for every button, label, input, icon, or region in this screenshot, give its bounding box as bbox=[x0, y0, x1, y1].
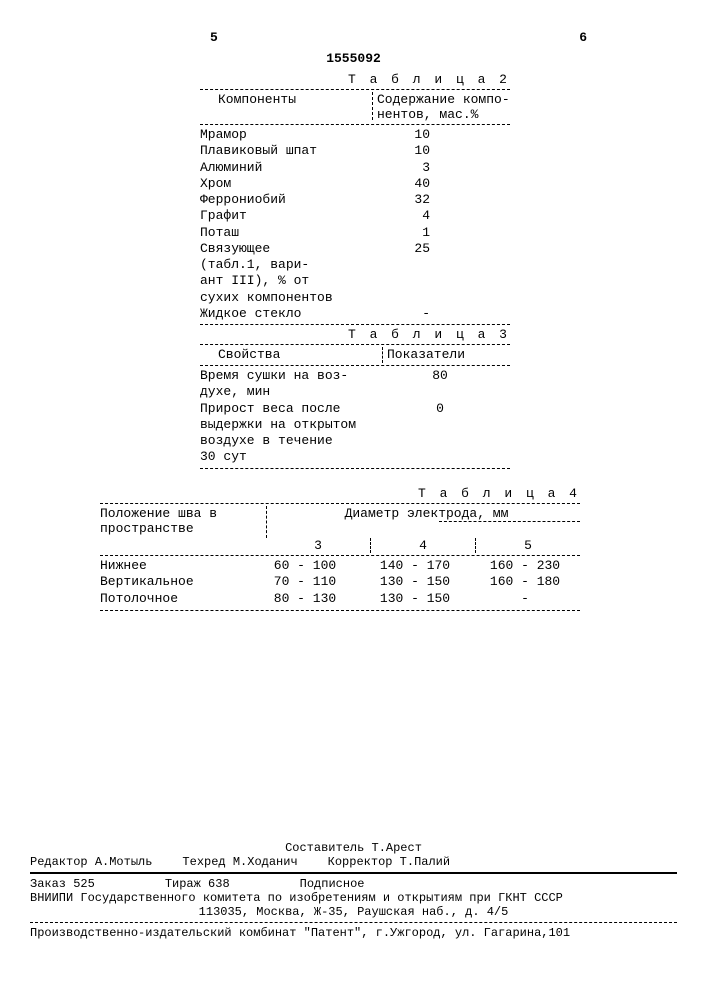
property-name: Прирост веса после выдержки на открытом … bbox=[200, 401, 410, 466]
corrector-name: Т.Палий bbox=[400, 855, 450, 869]
tirage-label: Тираж bbox=[165, 877, 201, 891]
document-number: 1555092 bbox=[60, 51, 647, 66]
table-row: Время сушки на воз- духе, мин80 bbox=[200, 368, 510, 401]
table-row: Мрамор10 bbox=[200, 127, 510, 143]
component-name: Поташ bbox=[200, 225, 380, 241]
table-4: Т а б л и ц а 4 Положение шва в простран… bbox=[100, 486, 580, 612]
component-name: Хром bbox=[200, 176, 380, 192]
component-name: Алюминий bbox=[200, 160, 380, 176]
property-value: 0 bbox=[410, 401, 470, 466]
page-number-right: 6 bbox=[579, 30, 587, 45]
component-value: 25 bbox=[380, 241, 430, 306]
component-name: Графит bbox=[200, 208, 380, 224]
position-name: Потолочное bbox=[100, 591, 250, 608]
component-value: 32 bbox=[380, 192, 430, 208]
table-4-title: Т а б л и ц а 4 bbox=[100, 486, 580, 501]
table-row: Алюминий3 bbox=[200, 160, 510, 176]
table-3-header-col2: Показатели bbox=[387, 347, 465, 363]
compiler-name: Т.Арест bbox=[372, 841, 422, 855]
component-value: 10 bbox=[380, 143, 430, 159]
table-row: Прирост веса после выдержки на открытом … bbox=[200, 401, 510, 466]
component-name: Мрамор bbox=[200, 127, 380, 143]
table-4-subhead: 4 bbox=[370, 538, 475, 553]
table-row: Жидкое стекло- bbox=[200, 306, 510, 322]
table-2-title: Т а б л и ц а 2 bbox=[200, 72, 510, 87]
table-row: Нижнее60 - 100140 - 170160 - 230 bbox=[100, 558, 580, 575]
table-row: Феррониобий32 bbox=[200, 192, 510, 208]
diameter-value: 160 - 230 bbox=[470, 558, 580, 575]
org-line-1: ВНИИПИ Государственного комитета по изоб… bbox=[30, 891, 677, 905]
diameter-value: 70 - 110 bbox=[250, 574, 360, 591]
diameter-value: 80 - 130 bbox=[250, 591, 360, 608]
editor-label: Редактор bbox=[30, 855, 88, 869]
compiler-label: Составитель bbox=[285, 841, 364, 855]
property-name: Время сушки на воз- духе, мин bbox=[200, 368, 410, 401]
tirage-number: 638 bbox=[208, 877, 230, 891]
component-name: Связующее (табл.1, вари- ант III), % от … bbox=[200, 241, 380, 306]
subscription: Подписное bbox=[300, 877, 365, 891]
table-3-header-col1: Свойства bbox=[200, 347, 378, 363]
position-name: Нижнее bbox=[100, 558, 250, 575]
table-3: Т а б л и ц а 3 Свойства Показатели Врем… bbox=[200, 327, 510, 469]
table-row: Связующее (табл.1, вари- ант III), % от … bbox=[200, 241, 510, 306]
component-value: - bbox=[380, 306, 430, 322]
component-value: 40 bbox=[380, 176, 430, 192]
table-row: Плавиковый шпат10 bbox=[200, 143, 510, 159]
component-value: 1 bbox=[380, 225, 430, 241]
table-2-header-col1: Компоненты bbox=[200, 92, 368, 122]
table-2: Т а б л и ц а 2 Компоненты Содержание ко… bbox=[200, 72, 510, 325]
table-row: Графит4 bbox=[200, 208, 510, 224]
table-row: Вертикальное70 - 110130 - 150160 - 180 bbox=[100, 574, 580, 591]
table-4-header-col2: Диаметр электрода, мм bbox=[273, 506, 580, 521]
position-name: Вертикальное bbox=[100, 574, 250, 591]
table-row: Потолочное80 - 130130 - 150- bbox=[100, 591, 580, 608]
diameter-value: 130 - 150 bbox=[360, 574, 470, 591]
table-4-subhead: 5 bbox=[475, 538, 580, 553]
tech-name: М.Ходанич bbox=[233, 855, 298, 869]
org-line-2: 113035, Москва, Ж-35, Раушская наб., д. … bbox=[30, 905, 677, 919]
editor-name: А.Мотыль bbox=[95, 855, 153, 869]
footer: Составитель Т.Арест Редактор А.Мотыль Те… bbox=[30, 841, 677, 940]
table-row: Поташ1 bbox=[200, 225, 510, 241]
table-4-header-col1: Положение шва в пространстве bbox=[100, 506, 260, 538]
property-value: 80 bbox=[410, 368, 470, 401]
table-4-subhead: 3 bbox=[266, 538, 370, 553]
production-line: Производственно-издательский комбинат "П… bbox=[30, 926, 677, 940]
diameter-value: - bbox=[470, 591, 580, 608]
diameter-value: 130 - 150 bbox=[360, 591, 470, 608]
component-value: 10 bbox=[380, 127, 430, 143]
order-label: Заказ bbox=[30, 877, 66, 891]
component-name: Жидкое стекло bbox=[200, 306, 380, 322]
table-row: Хром40 bbox=[200, 176, 510, 192]
order-number: 525 bbox=[73, 877, 95, 891]
component-value: 3 bbox=[380, 160, 430, 176]
diameter-value: 60 - 100 bbox=[250, 558, 360, 575]
tech-label: Техред bbox=[182, 855, 225, 869]
table-3-title: Т а б л и ц а 3 bbox=[200, 327, 510, 342]
diameter-value: 160 - 180 bbox=[470, 574, 580, 591]
component-value: 4 bbox=[380, 208, 430, 224]
component-name: Плавиковый шпат bbox=[200, 143, 380, 159]
table-2-header-col2: Содержание компо- нентов, мас.% bbox=[377, 92, 510, 122]
page-header: 5 6 bbox=[60, 30, 647, 45]
component-name: Феррониобий bbox=[200, 192, 380, 208]
diameter-value: 140 - 170 bbox=[360, 558, 470, 575]
page-number-left: 5 bbox=[210, 30, 218, 45]
corrector-label: Корректор bbox=[328, 855, 393, 869]
